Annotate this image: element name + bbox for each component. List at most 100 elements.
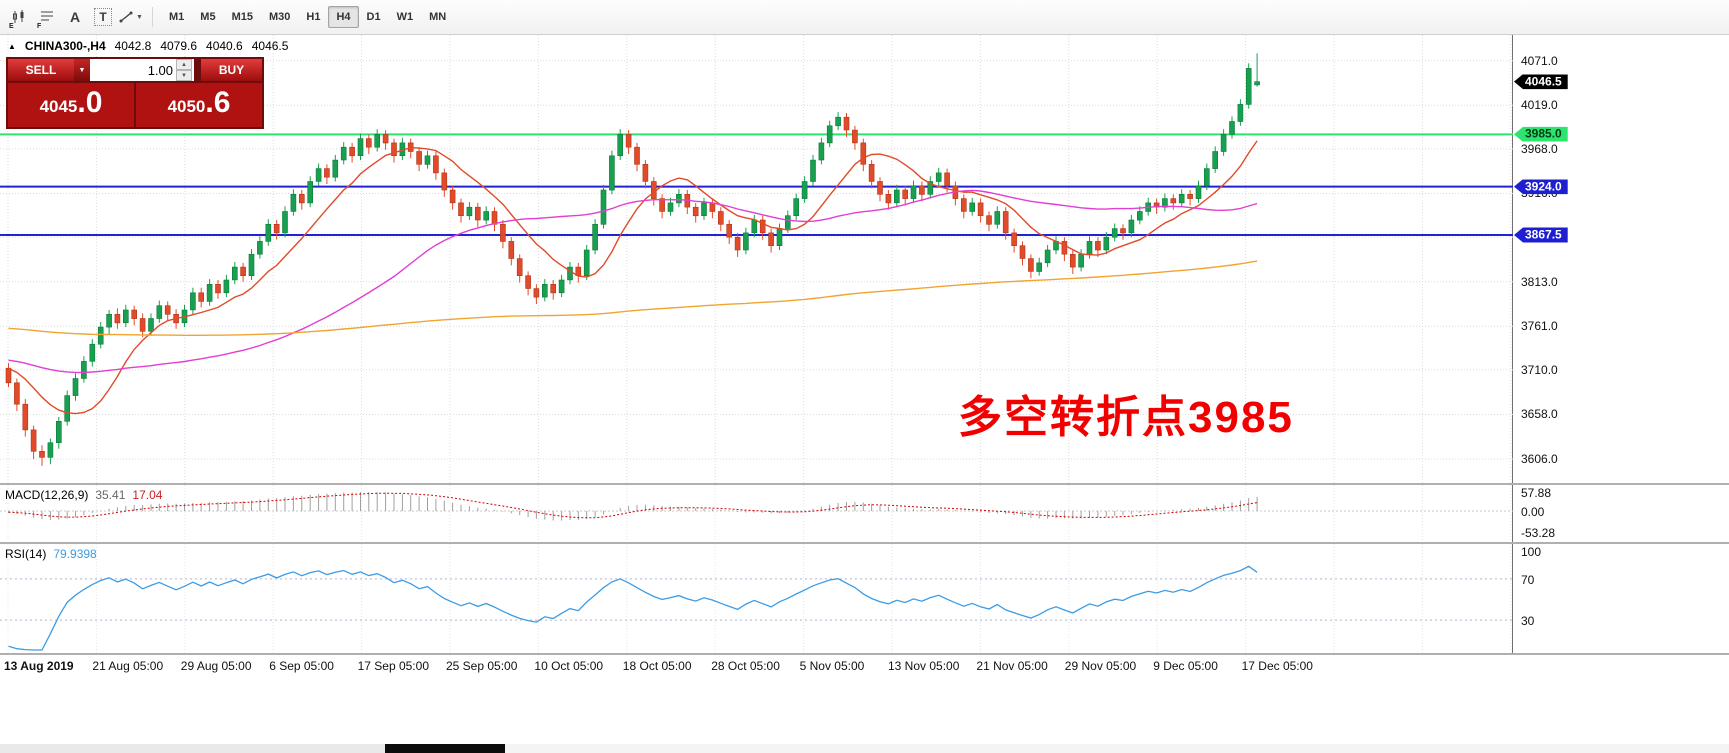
price-tick: 4019.0 bbox=[1521, 98, 1558, 113]
slow-ma-line bbox=[8, 260, 1258, 336]
time-label: 21 Aug 05:00 bbox=[92, 659, 164, 673]
price-badge-green-line: 3985.0 bbox=[1514, 126, 1568, 142]
taskbar-fragment-right bbox=[505, 744, 1729, 753]
a-glyph: A bbox=[69, 9, 81, 25]
time-label: 18 Oct 05:00 bbox=[622, 659, 692, 673]
rsi-axis[interactable]: 100 70 30 bbox=[1514, 544, 1729, 653]
one-click-trade-panel: SELL ▼ ▲ ▼ BUY 4045 .0 bbox=[6, 57, 264, 129]
price-axis[interactable]: 4071.04019.03968.03916.03813.03761.03710… bbox=[1514, 35, 1729, 483]
macd-main-value: 35.41 bbox=[95, 488, 126, 502]
list-f-icon[interactable]: F bbox=[34, 4, 60, 30]
ohlc-high: 4079.6 bbox=[160, 39, 198, 53]
timeframe-w1[interactable]: W1 bbox=[396, 11, 414, 23]
volume-dropdown-icon[interactable]: ▼ bbox=[74, 59, 90, 81]
timeframe-h4[interactable]: H4 bbox=[328, 6, 359, 28]
price-badge-blue-line: 3867.5 bbox=[1514, 227, 1568, 243]
icon-sub-letter: E bbox=[9, 23, 14, 30]
time-label: 13 Aug 2019 bbox=[4, 659, 74, 673]
volume-input[interactable] bbox=[90, 59, 176, 81]
timeframe-d1[interactable]: D1 bbox=[366, 11, 381, 23]
timeframe-m15[interactable]: M15 bbox=[231, 11, 253, 23]
price-badge-blue-line: 3924.0 bbox=[1514, 179, 1568, 195]
rsi-label: RSI(14) 79.9398 bbox=[5, 547, 97, 561]
taskbar-fragment bbox=[0, 744, 1729, 753]
time-label: 17 Dec 05:00 bbox=[1241, 659, 1313, 673]
icon-sub-letter: F bbox=[37, 23, 42, 30]
rsi-tick: 30 bbox=[1521, 614, 1535, 628]
trendline-glyph-icon bbox=[119, 11, 133, 23]
rsi-tick: 100 bbox=[1521, 545, 1542, 559]
bid-big-digits: .0 bbox=[77, 86, 103, 119]
toolbar-separator bbox=[152, 7, 153, 27]
text-a-icon[interactable]: A bbox=[62, 4, 88, 30]
price-tick: 3813.0 bbox=[1521, 274, 1558, 289]
time-axis[interactable]: 13 Aug 2019 21 Aug 05:00 29 Aug 05:00 6 Sep… bbox=[0, 653, 1729, 676]
time-label: 29 Aug 05:00 bbox=[180, 659, 252, 673]
t-glyph: T bbox=[94, 8, 112, 26]
macd-row: MACD(12,26,9) 35.41 17.04 57.88 0.00 -53.2… bbox=[0, 483, 1729, 542]
ask-main-digits: 4050 bbox=[167, 97, 206, 116]
price-tick: 3710.0 bbox=[1521, 362, 1558, 377]
time-label: 10 Oct 05:00 bbox=[534, 659, 604, 673]
rsi-svg[interactable] bbox=[0, 544, 1513, 653]
volume-stepper: ▲ ▼ bbox=[176, 59, 192, 81]
text-label-t-icon[interactable]: T bbox=[90, 4, 116, 30]
rsi-plot[interactable]: RSI(14) 79.9398 bbox=[0, 544, 1513, 653]
price-tick: 4071.0 bbox=[1521, 53, 1558, 68]
time-label: 9 Dec 05:00 bbox=[1153, 659, 1218, 673]
volume-down-icon[interactable]: ▼ bbox=[176, 70, 192, 81]
lines-glyph-icon bbox=[41, 11, 53, 21]
rsi-name: RSI(14) bbox=[5, 547, 47, 561]
time-label: 6 Sep 05:00 bbox=[269, 659, 334, 673]
macd-label: MACD(12,26,9) 35.41 17.04 bbox=[5, 488, 162, 502]
main-chart-row: ▲ CHINA300-,H4 4042.8 4079.6 4040.6 4046… bbox=[0, 35, 1729, 483]
rsi-tick: 70 bbox=[1521, 573, 1535, 587]
time-label: 13 Nov 05:00 bbox=[888, 659, 960, 673]
ask-big-digits: .6 bbox=[205, 86, 231, 119]
fast-ma-line bbox=[8, 140, 1258, 415]
macd-tick: 57.88 bbox=[1521, 486, 1552, 500]
ohlc-low: 4040.6 bbox=[206, 39, 243, 53]
macd-svg[interactable] bbox=[0, 485, 1513, 542]
ohlc-open: 4042.8 bbox=[114, 39, 152, 53]
objects-dropdown-icon[interactable]: ▼ bbox=[118, 4, 144, 30]
main-chart-plot[interactable]: ▲ CHINA300-,H4 4042.8 4079.6 4040.6 4046… bbox=[0, 35, 1513, 483]
volume-up-icon[interactable]: ▲ bbox=[176, 59, 192, 70]
time-label: 25 Sep 05:00 bbox=[446, 659, 518, 673]
taskbar-fragment-dark bbox=[385, 744, 505, 753]
toolbar: E F A T ▼ M1 M5 M15 M30 H1 H4 D1 W1 MN bbox=[0, 0, 1729, 35]
buy-button[interactable]: BUY bbox=[201, 59, 262, 81]
time-label: 5 Nov 05:00 bbox=[799, 659, 865, 673]
chart-text-annotation[interactable]: 多空转折点3985 bbox=[958, 393, 1294, 442]
rsi-row: RSI(14) 79.9398 100 70 30 bbox=[0, 542, 1729, 653]
time-label: 21 Nov 05:00 bbox=[976, 659, 1048, 673]
sell-button[interactable]: SELL bbox=[8, 59, 74, 81]
timeframe-m5[interactable]: M5 bbox=[200, 11, 216, 23]
price-tick: 3606.0 bbox=[1521, 452, 1558, 466]
timeframe-mn[interactable]: MN bbox=[429, 11, 447, 23]
mid-ma-line bbox=[8, 189, 1258, 374]
macd-axis[interactable]: 57.88 0.00 -53.28 bbox=[1514, 485, 1729, 542]
price-tick: 3761.0 bbox=[1521, 319, 1558, 334]
timeframe-m1[interactable]: M1 bbox=[169, 11, 185, 23]
macd-plot[interactable]: MACD(12,26,9) 35.41 17.04 bbox=[0, 485, 1513, 542]
time-label: 28 Oct 05:00 bbox=[711, 659, 780, 673]
price-tick: 3968.0 bbox=[1521, 141, 1558, 156]
main-chart-svg[interactable] bbox=[0, 35, 1513, 483]
timeframe-group: M1 M5 M15 M30 H1 H4 D1 W1 MN bbox=[161, 6, 454, 28]
symbol-name: CHINA300-,H4 bbox=[24, 39, 106, 53]
rsi-value: 79.9398 bbox=[53, 547, 97, 561]
one-click-collapse-icon[interactable]: ▲ bbox=[8, 41, 16, 51]
taskbar-fragment-left bbox=[0, 744, 385, 753]
price-tick: 3658.0 bbox=[1521, 407, 1558, 422]
timeframe-m30[interactable]: M30 bbox=[268, 11, 291, 23]
price-badge-last-price: 4046.5 bbox=[1514, 74, 1568, 90]
macd-name: MACD(12,26,9) bbox=[5, 488, 89, 502]
time-label: 17 Sep 05:00 bbox=[357, 659, 429, 673]
volume-field: ▲ ▼ bbox=[90, 59, 194, 81]
chevron-down-icon: ▼ bbox=[136, 13, 143, 21]
macd-tick: -53.28 bbox=[1521, 526, 1556, 540]
timeframe-h1[interactable]: H1 bbox=[306, 11, 321, 23]
chart-e-icon[interactable]: E bbox=[6, 4, 32, 30]
